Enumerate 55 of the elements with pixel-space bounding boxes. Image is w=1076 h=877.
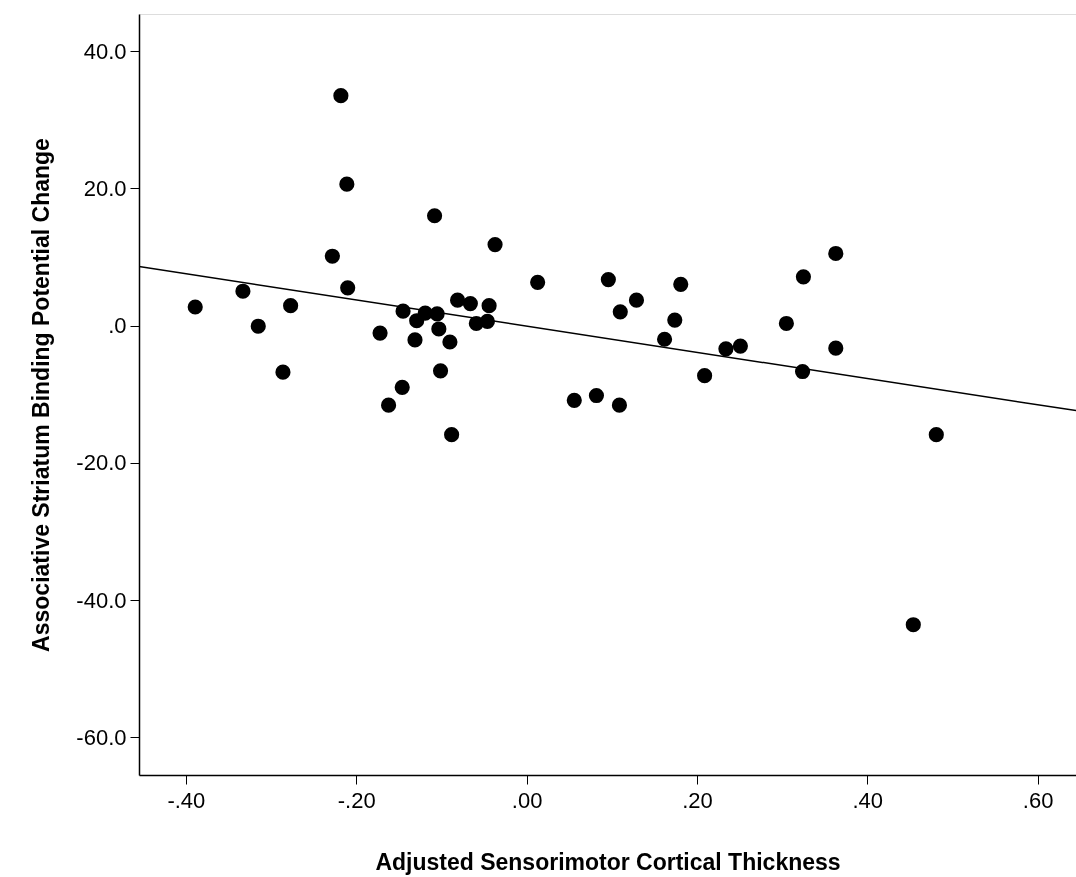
y-axis-title: Associative Striatum Binding Potential Change [28, 138, 55, 652]
point [275, 364, 291, 380]
y-tick-label: .0 [108, 313, 127, 339]
point [283, 298, 299, 314]
point [828, 245, 844, 262]
point [340, 280, 356, 296]
point [718, 341, 734, 357]
point [431, 321, 447, 337]
point [407, 332, 423, 348]
x-tick-label: .40 [852, 787, 884, 813]
point [732, 338, 748, 354]
y-tick-label: -20.0 [76, 450, 127, 476]
point [530, 274, 546, 290]
point [611, 397, 628, 413]
point [828, 340, 844, 356]
x-tick-label: .60 [1022, 787, 1054, 813]
point [442, 334, 458, 350]
point [487, 237, 503, 253]
y-tick-label: 20.0 [83, 175, 127, 201]
x-tick-label: .20 [682, 787, 713, 813]
point [187, 299, 203, 315]
x-tick-label: -.20 [337, 787, 376, 813]
point [481, 298, 497, 314]
point [778, 315, 794, 332]
point [450, 292, 466, 308]
point [612, 304, 628, 320]
point [462, 296, 478, 312]
point [333, 88, 349, 104]
point [928, 427, 944, 443]
point [235, 283, 251, 299]
point [432, 363, 449, 379]
point [673, 276, 689, 292]
point [250, 318, 266, 334]
point [588, 387, 605, 404]
point [339, 176, 355, 192]
point [381, 397, 397, 413]
x-tick-label: -.40 [167, 787, 206, 813]
point [656, 331, 673, 347]
point [427, 208, 443, 224]
point [324, 248, 340, 264]
y-tick-label: -40.0 [76, 587, 127, 613]
x-axis-title: Adjusted Sensorimotor Cortical Thickness [375, 848, 841, 875]
point [566, 392, 582, 408]
point [394, 379, 410, 395]
point [905, 617, 921, 633]
point [697, 368, 713, 384]
point [628, 292, 645, 308]
point [795, 269, 811, 285]
point [600, 271, 616, 288]
point [667, 312, 683, 328]
point [372, 325, 388, 341]
y-tick-label: -60.0 [76, 724, 127, 750]
point [444, 427, 460, 443]
x-tick-label: .00 [511, 787, 543, 813]
y-tick-label: 40.0 [83, 38, 127, 64]
